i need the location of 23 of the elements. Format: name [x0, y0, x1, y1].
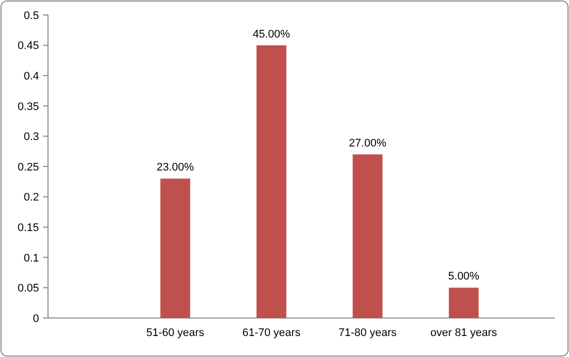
y-tick-label: 0.35 [18, 100, 39, 113]
bar [160, 178, 190, 318]
bar [448, 288, 479, 318]
data-label: 23.00% [156, 162, 194, 174]
x-tick-label: 71-80 years [338, 327, 398, 339]
bar [352, 154, 382, 318]
y-tick-label: 0.25 [18, 161, 39, 174]
y-tick-label: 0 [32, 312, 39, 325]
y-tick-label: 0.3 [24, 131, 39, 144]
y-tick-label: 0.05 [18, 282, 39, 295]
data-label: 5.00% [448, 270, 480, 283]
y-tick-label: 0.4 [24, 70, 39, 82]
bar [256, 45, 286, 318]
x-tick-label: 61-70 years [242, 327, 301, 339]
x-tick-label: over 81 years [430, 327, 498, 339]
y-tick-label: 0.15 [18, 222, 39, 234]
data-label: 27.00% [348, 137, 386, 150]
y-tick-label: 0.1 [24, 252, 39, 264]
y-tick-label: 0.45 [18, 40, 39, 52]
y-tick-label: 0.2 [24, 192, 39, 204]
data-label: 45.00% [252, 28, 290, 40]
y-tick-label: 0.5 [24, 10, 39, 22]
x-tick-label: 51-60 years [146, 327, 205, 339]
